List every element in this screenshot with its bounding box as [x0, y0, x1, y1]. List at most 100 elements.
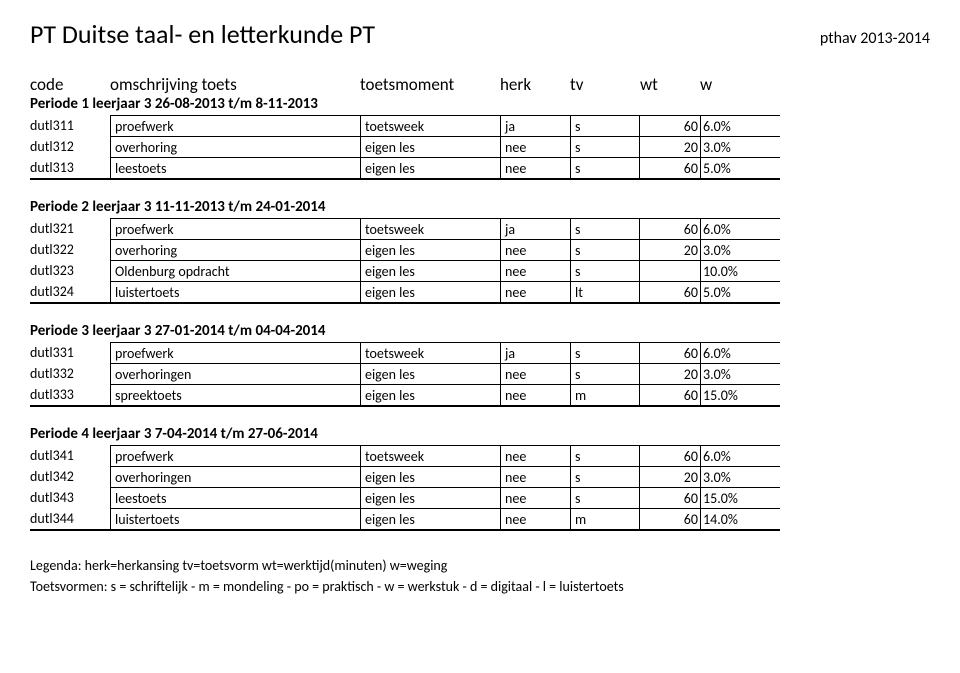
cell-moment: eigen les: [360, 466, 500, 487]
cell-tv: s: [570, 218, 640, 239]
cell-desc: leestoets: [110, 487, 360, 508]
period-header: Periode 1 leerjaar 3 26-08-2013 t/m 8-11…: [30, 95, 930, 113]
cell-tv: m: [570, 384, 640, 405]
table-row: dutl333spreektoetseigen lesneem6015.0%: [30, 384, 780, 405]
cell-moment: eigen les: [360, 136, 500, 157]
cell-desc: overhoringen: [110, 466, 360, 487]
table-row: dutl331proefwerktoetsweekjas606.0%: [30, 342, 780, 363]
cell-tv: s: [570, 487, 640, 508]
col-desc: omschrijving toets: [110, 74, 360, 95]
table-row: dutl343leestoetseigen lesnees6015.0%: [30, 487, 780, 508]
cell-herk: nee: [500, 157, 570, 178]
cell-desc: proefwerk: [110, 342, 360, 363]
table-row: dutl341proefwerktoetsweeknees606.0%: [30, 445, 780, 466]
cell-moment: eigen les: [360, 157, 500, 178]
table-row: dutl322overhoringeigen lesnees203.0%: [30, 239, 780, 260]
cell-herk: nee: [500, 384, 570, 405]
cell-code: dutl342: [30, 468, 110, 485]
cell-w: 10.0%: [700, 260, 780, 281]
table-row: dutl332overhoringeneigen lesnees203.0%: [30, 363, 780, 384]
table-row: dutl312overhoringeigen lesnees203.0%: [30, 136, 780, 157]
cell-desc: luistertoets: [110, 281, 360, 302]
cell-code: dutl311: [30, 117, 110, 134]
cell-w: 15.0%: [700, 384, 780, 405]
col-code: code: [30, 74, 110, 95]
cell-wt: [640, 260, 700, 281]
cell-desc: proefwerk: [110, 218, 360, 239]
table-row: dutl311proefwerktoetsweekjas606.0%: [30, 115, 780, 136]
cell-w: 5.0%: [700, 281, 780, 302]
cell-herk: nee: [500, 136, 570, 157]
page-subtitle: pthav 2013-2014: [820, 29, 930, 48]
cell-moment: toetsweek: [360, 445, 500, 466]
cell-herk: ja: [500, 218, 570, 239]
cell-w: 5.0%: [700, 157, 780, 178]
cell-wt: 60: [640, 445, 700, 466]
cell-desc: Oldenburg opdracht: [110, 260, 360, 281]
cell-code: dutl312: [30, 138, 110, 155]
col-herk: herk: [500, 74, 570, 95]
cell-tv: s: [570, 260, 640, 281]
cell-w: 6.0%: [700, 445, 780, 466]
cell-code: dutl343: [30, 489, 110, 506]
cell-desc: overhoring: [110, 136, 360, 157]
cell-herk: nee: [500, 239, 570, 260]
column-headers: code omschrijving toets toetsmoment herk…: [30, 74, 930, 95]
cell-wt: 60: [640, 384, 700, 405]
period-header: Periode 4 leerjaar 3 7-04-2014 t/m 27-06…: [30, 425, 930, 443]
cell-wt: 20: [640, 136, 700, 157]
cell-moment: eigen les: [360, 281, 500, 302]
cell-w: 3.0%: [700, 136, 780, 157]
col-w: w: [700, 74, 780, 95]
cell-wt: 60: [640, 508, 700, 529]
table-row: dutl313leestoetseigen lesnees605.0%: [30, 157, 780, 178]
cell-moment: toetsweek: [360, 218, 500, 239]
cell-w: 15.0%: [700, 487, 780, 508]
cell-w: 3.0%: [700, 466, 780, 487]
cell-herk: nee: [500, 445, 570, 466]
col-moment: toetsmoment: [360, 74, 500, 95]
cell-tv: s: [570, 115, 640, 136]
cell-moment: eigen les: [360, 487, 500, 508]
cell-moment: eigen les: [360, 508, 500, 529]
cell-tv: s: [570, 466, 640, 487]
cell-herk: ja: [500, 115, 570, 136]
cell-wt: 20: [640, 239, 700, 260]
cell-desc: luistertoets: [110, 508, 360, 529]
cell-code: dutl332: [30, 365, 110, 382]
period-header: Periode 3 leerjaar 3 27-01-2014 t/m 04-0…: [30, 322, 930, 340]
page-title: PT Duitse taal- en letterkunde PT: [30, 18, 375, 50]
legend-line1: Legenda: herk=herkansing tv=toetsvorm wt…: [30, 555, 930, 576]
cell-moment: eigen les: [360, 363, 500, 384]
cell-desc: proefwerk: [110, 115, 360, 136]
cell-tv: m: [570, 508, 640, 529]
cell-tv: s: [570, 445, 640, 466]
cell-code: dutl324: [30, 283, 110, 300]
cell-w: 6.0%: [700, 115, 780, 136]
table-row: dutl323Oldenburg opdrachteigen lesnees10…: [30, 260, 780, 281]
cell-desc: leestoets: [110, 157, 360, 178]
table-row: dutl321proefwerktoetsweekjas606.0%: [30, 218, 780, 239]
table-row: dutl344luistertoetseigen lesneem6014.0%: [30, 508, 780, 529]
cell-desc: proefwerk: [110, 445, 360, 466]
cell-wt: 60: [640, 115, 700, 136]
cell-code: dutl313: [30, 159, 110, 176]
legend-line2: Toetsvormen: s = schriftelijk - m = mond…: [30, 576, 930, 597]
cell-desc: overhoring: [110, 239, 360, 260]
cell-herk: nee: [500, 508, 570, 529]
cell-wt: 20: [640, 466, 700, 487]
cell-herk: nee: [500, 466, 570, 487]
cell-code: dutl323: [30, 262, 110, 279]
cell-tv: s: [570, 136, 640, 157]
cell-moment: toetsweek: [360, 342, 500, 363]
cell-w: 3.0%: [700, 239, 780, 260]
cell-moment: eigen les: [360, 239, 500, 260]
period-header: Periode 2 leerjaar 3 11-11-2013 t/m 24-0…: [30, 198, 930, 216]
cell-herk: nee: [500, 281, 570, 302]
cell-herk: nee: [500, 363, 570, 384]
cell-tv: s: [570, 157, 640, 178]
col-tv: tv: [570, 74, 640, 95]
cell-desc: spreektoets: [110, 384, 360, 405]
cell-tv: s: [570, 239, 640, 260]
col-wt: wt: [640, 74, 700, 95]
